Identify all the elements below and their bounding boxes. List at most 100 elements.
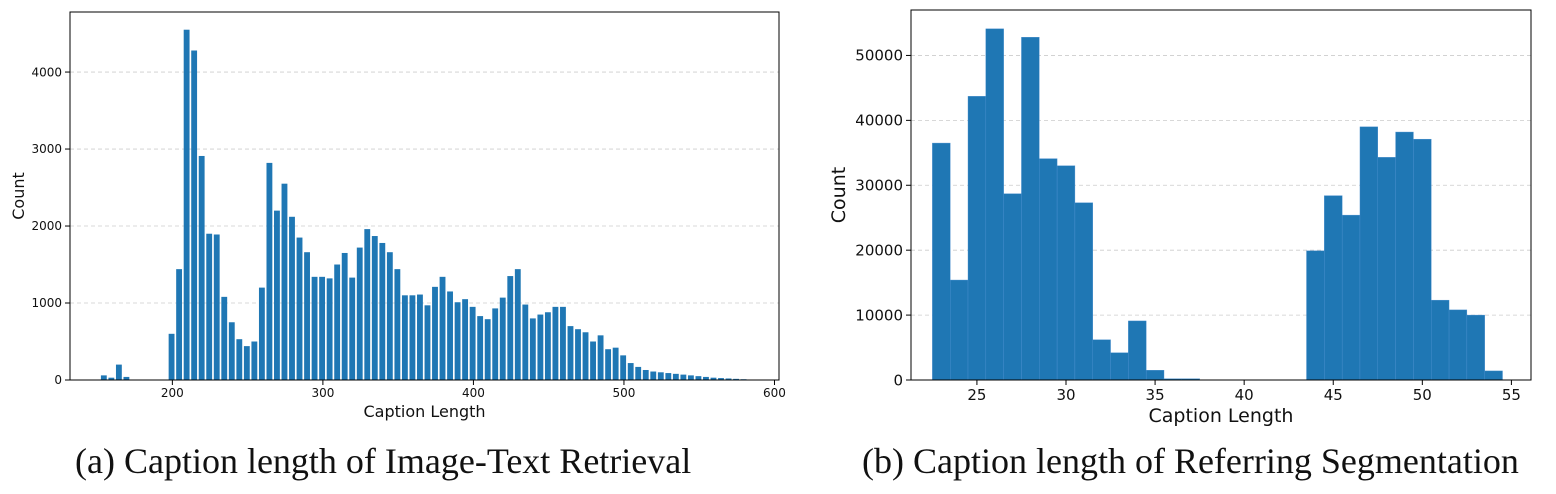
histogram-bar <box>560 306 566 380</box>
histogram-bar <box>1413 138 1432 381</box>
histogram-bar <box>499 297 506 380</box>
histogram-bar <box>394 269 401 380</box>
y-tick-label: 50000 <box>855 47 903 65</box>
histogram-bar <box>544 312 551 380</box>
histogram-bar <box>1395 131 1414 381</box>
histogram-bar <box>949 279 969 381</box>
histogram-bar <box>718 378 724 380</box>
y-tick-label: 4000 <box>31 65 62 79</box>
y-tick-label: 0 <box>893 371 903 389</box>
x-axis-label: Caption Length <box>363 402 485 421</box>
histogram-bar <box>100 375 107 380</box>
y-tick-label: 1000 <box>31 296 62 310</box>
x-tick-label: 25 <box>967 386 986 404</box>
histogram-bar <box>168 333 175 380</box>
histogram-bar <box>206 233 213 380</box>
histogram-bar <box>507 276 514 380</box>
histogram-bar <box>695 376 702 380</box>
histogram-bar <box>356 247 363 380</box>
histogram-bar <box>364 229 371 380</box>
x-tick-label: 300 <box>311 386 334 400</box>
histogram-bar <box>266 162 273 380</box>
histogram-bar <box>1359 126 1378 381</box>
histogram-bar <box>424 305 431 380</box>
y-tick-label: 30000 <box>855 177 903 195</box>
histogram-bar <box>191 50 198 381</box>
y-tick-label: 20000 <box>855 241 903 259</box>
caption-a: (a) Caption length of Image-Text Retriev… <box>75 441 692 481</box>
histogram-bar <box>236 339 243 380</box>
histogram-bar <box>575 329 581 380</box>
plot-frame <box>910 9 1532 381</box>
histogram-bar <box>176 269 183 380</box>
histogram-bar <box>635 366 642 380</box>
histogram-bar <box>341 252 348 380</box>
x-tick-label: 500 <box>613 386 636 400</box>
x-axis-label: Caption Length <box>1149 405 1294 427</box>
histogram-bar <box>432 286 438 380</box>
histogram-bar <box>484 319 491 380</box>
histogram-bar <box>1074 202 1093 381</box>
histogram-bar <box>183 29 190 380</box>
histogram-bar <box>258 287 265 380</box>
y-axis-label: Count <box>828 167 850 223</box>
histogram-bar <box>198 155 205 380</box>
histogram-bar <box>379 242 386 380</box>
histogram-bar <box>447 291 453 380</box>
histogram-bar <box>932 142 951 381</box>
histogram-bar <box>1003 193 1022 381</box>
histogram-bar <box>687 375 694 380</box>
histogram-bar <box>243 346 250 380</box>
x-tick-label: 400 <box>462 386 485 400</box>
histogram-bar <box>665 373 672 380</box>
histogram-bar <box>985 28 1004 381</box>
chart-a: 200 300 400 500 600 0 1000 2000 3000 4000 Caption … <box>9 11 786 421</box>
histogram-bar <box>1056 165 1076 381</box>
y-tick-label: 0 <box>54 373 62 387</box>
histogram-bar <box>334 264 341 380</box>
y-tick-label: 10000 <box>855 306 903 324</box>
histogram-bar <box>1484 370 1503 381</box>
histogram-bar <box>401 295 408 380</box>
histogram-bar <box>710 377 717 380</box>
histogram-bar <box>612 347 619 380</box>
histogram-bar <box>537 314 544 380</box>
histogram-bar <box>1145 370 1165 381</box>
chart-b: 25 30 35 40 45 50 55 0 10000 20000 30000 40000 50000… <box>828 9 1532 427</box>
histogram-bar <box>1306 250 1325 381</box>
y-tick-label: 2000 <box>31 219 62 233</box>
x-tick-label: 50 <box>1413 386 1432 404</box>
histogram-bar <box>1377 157 1396 381</box>
histogram-bar <box>620 355 627 380</box>
histogram-bar <box>529 318 536 380</box>
histogram-bar <box>514 269 521 380</box>
histogram-bar <box>642 369 649 380</box>
histogram-bar <box>1431 299 1450 381</box>
histogram-bar <box>296 237 303 380</box>
histogram-bar <box>469 306 476 380</box>
histogram-bar <box>1324 195 1343 381</box>
histogram-bar <box>123 376 130 380</box>
histogram-bar <box>349 277 356 380</box>
histogram-bar <box>1466 314 1485 381</box>
histogram-bar <box>627 363 634 380</box>
histogram-bar <box>289 216 295 380</box>
histogram-bar <box>680 374 687 380</box>
x-tick-label: 45 <box>1324 386 1343 404</box>
histogram-bar <box>590 341 596 380</box>
histogram-bar <box>274 210 280 380</box>
histogram-bar <box>221 296 228 380</box>
histogram-bar <box>439 276 446 380</box>
histogram-bar <box>1448 309 1468 381</box>
histogram-bar <box>605 349 612 380</box>
caption-b: (b) Caption length of Referring Segmenta… <box>862 441 1519 481</box>
histogram-bar <box>1021 37 1040 381</box>
histogram-bar <box>477 316 484 380</box>
x-tick-label: 200 <box>161 386 184 400</box>
histogram-bar <box>1110 352 1129 381</box>
histogram-bar <box>386 252 393 380</box>
histogram-bar <box>1039 158 1058 381</box>
histogram-bar <box>672 373 679 380</box>
histogram-bar <box>1092 339 1111 381</box>
histogram-bar <box>725 378 732 380</box>
